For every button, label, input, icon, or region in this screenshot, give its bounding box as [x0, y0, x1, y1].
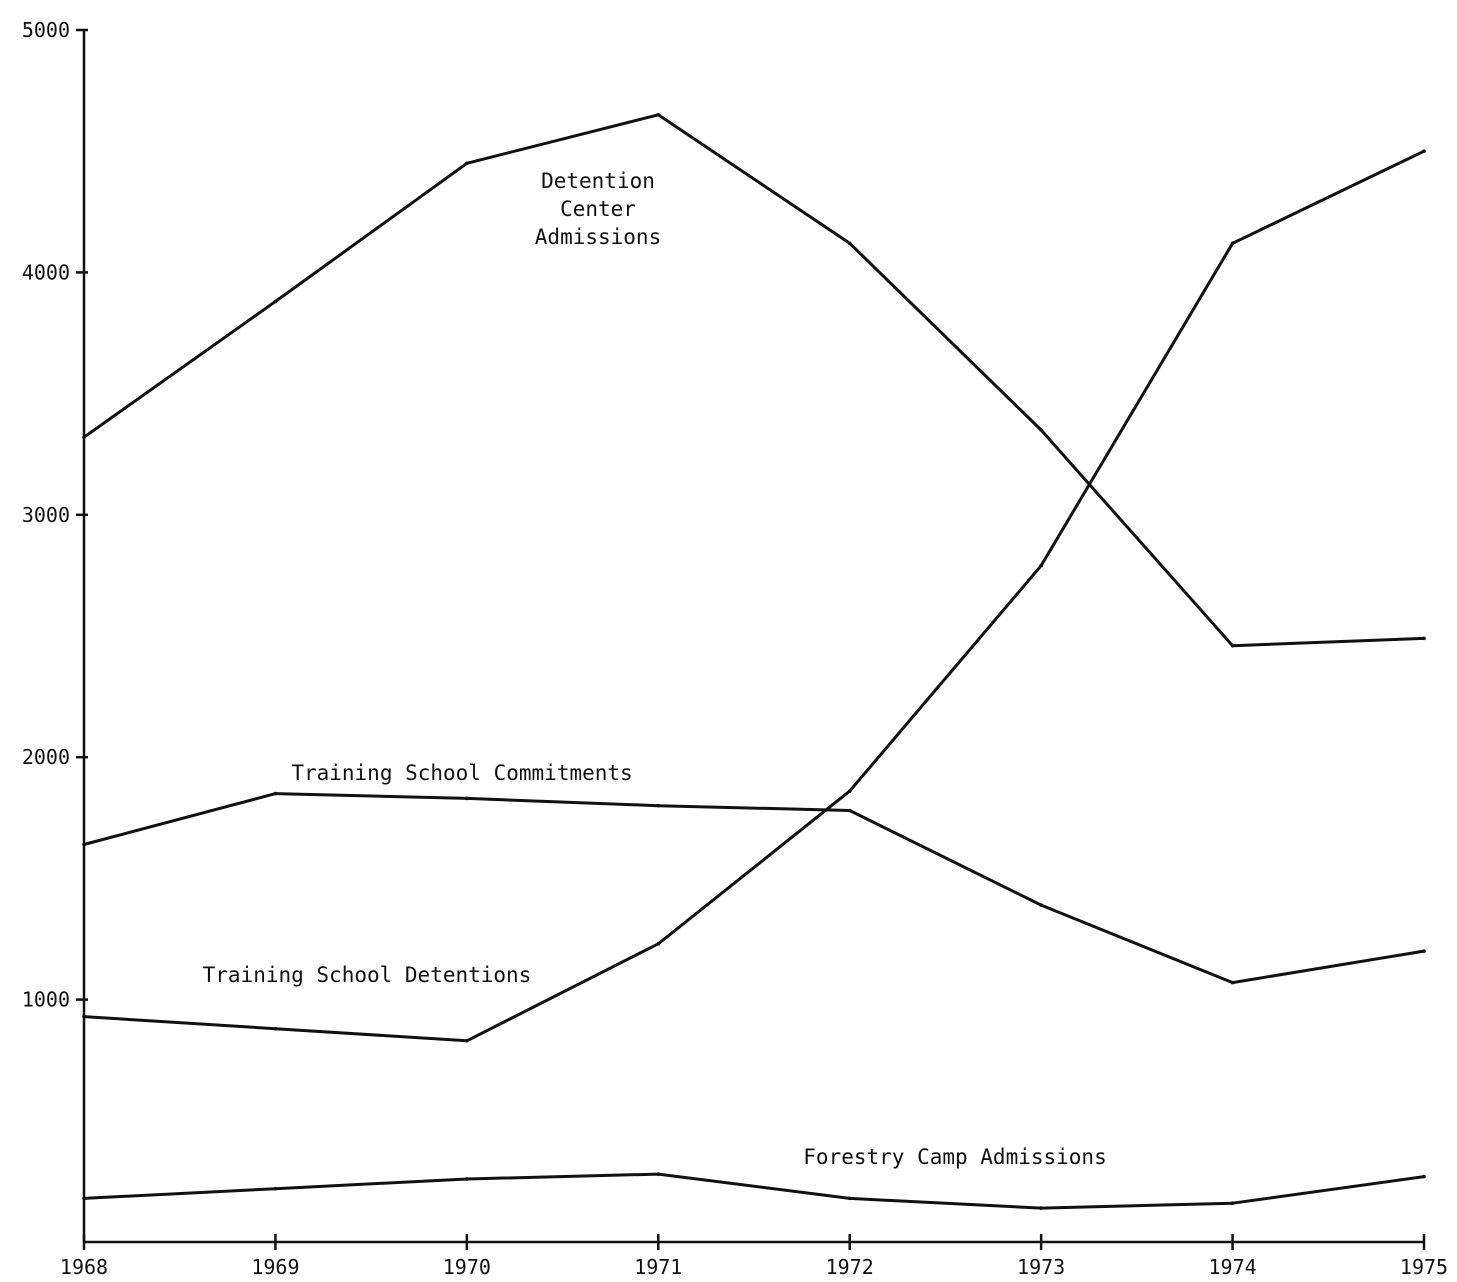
series-label: Center	[560, 197, 636, 221]
x-tick-label: 1974	[1208, 1255, 1256, 1279]
data-point	[82, 842, 86, 847]
data-point	[847, 808, 852, 813]
data-point	[273, 1186, 278, 1191]
x-tick-label: 1972	[826, 1255, 874, 1279]
series-label: Admissions	[535, 225, 661, 249]
data-point	[1039, 428, 1043, 432]
x-tick-label: 1973	[1017, 1255, 1065, 1279]
data-point	[82, 1014, 86, 1019]
data-point	[1422, 1174, 1426, 1179]
data-point	[273, 791, 278, 796]
data-point	[1039, 563, 1043, 568]
data-point	[656, 803, 661, 808]
data-point	[1422, 636, 1426, 641]
x-tick-label: 1971	[634, 1255, 682, 1279]
data-point	[656, 942, 661, 946]
series-label: Training School Detentions	[203, 963, 532, 987]
x-tick-label: 1968	[60, 1255, 108, 1279]
data-point	[273, 299, 278, 304]
data-point	[465, 796, 469, 801]
data-point	[465, 1039, 469, 1043]
series-line	[82, 792, 1426, 985]
data-point	[1230, 1201, 1235, 1206]
x-tick-label: 1975	[1400, 1255, 1448, 1279]
data-point	[82, 435, 86, 440]
data-point	[1039, 903, 1043, 907]
data-point	[465, 161, 469, 166]
series-label: Training School Commitments	[291, 761, 632, 785]
data-point	[656, 113, 661, 117]
y-tick-label: 4000	[22, 260, 70, 284]
data-point	[847, 241, 852, 246]
axes: 1968 1969 1970 1971 1972 1973 1974 1975 1000 2000…	[22, 18, 1448, 1279]
series-line	[82, 1172, 1426, 1210]
data-point	[1230, 241, 1235, 246]
y-tick-label: 5000	[22, 18, 70, 42]
data-point	[847, 1196, 852, 1201]
data-point	[82, 1196, 86, 1201]
data-point	[1422, 949, 1426, 953]
data-point	[1039, 1206, 1043, 1210]
series-labels: Detention Center Admissions Training School…	[203, 169, 1107, 1169]
series-line	[82, 113, 1426, 648]
data-point	[1230, 980, 1235, 985]
series-label: Detention	[541, 169, 655, 193]
series-line	[82, 149, 1426, 1043]
data-point	[1230, 643, 1235, 648]
data-point	[656, 1172, 661, 1176]
y-tick-label: 3000	[22, 503, 70, 527]
data-point	[847, 789, 852, 793]
y-tick-label: 2000	[22, 745, 70, 769]
data-point	[465, 1177, 469, 1181]
series-label: Forestry Camp Admissions	[803, 1145, 1106, 1169]
data-point	[1422, 149, 1426, 153]
y-tick-label: 1000	[22, 988, 70, 1012]
x-tick-label: 1969	[251, 1255, 299, 1279]
data-point	[273, 1026, 278, 1031]
x-tick-label: 1970	[443, 1255, 491, 1279]
series-group	[82, 113, 1426, 1210]
